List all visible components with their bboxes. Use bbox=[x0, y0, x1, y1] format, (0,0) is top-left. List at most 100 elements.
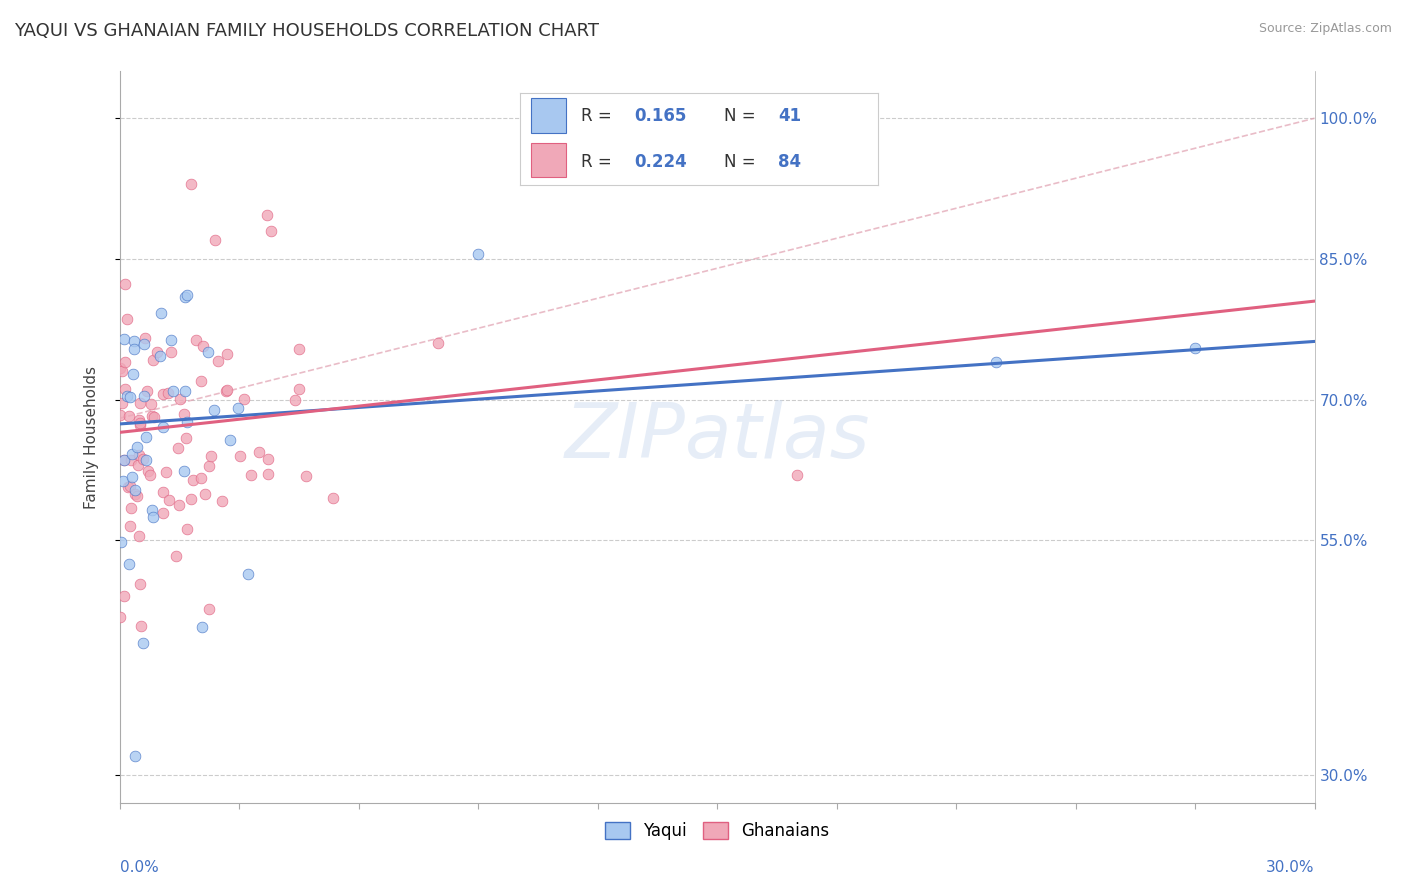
Point bbox=[228, 449, 250, 463]
Point bbox=[174, 384, 197, 398]
Point bbox=[124, 483, 146, 497]
Point bbox=[176, 522, 198, 536]
Point bbox=[152, 387, 174, 401]
Point bbox=[112, 332, 135, 346]
Point bbox=[111, 395, 134, 409]
Point bbox=[204, 233, 226, 247]
Point bbox=[114, 355, 136, 369]
Point bbox=[233, 392, 256, 407]
Point bbox=[112, 453, 135, 467]
Point bbox=[1184, 341, 1206, 355]
Point bbox=[152, 485, 174, 500]
Y-axis label: Family Households: Family Households bbox=[84, 366, 98, 508]
Point bbox=[111, 364, 134, 378]
Point bbox=[134, 389, 156, 403]
Point bbox=[157, 493, 180, 508]
Point bbox=[181, 473, 204, 487]
Point bbox=[207, 354, 229, 368]
Point bbox=[110, 534, 132, 549]
Point bbox=[146, 345, 169, 359]
Text: ZIPatlas: ZIPatlas bbox=[564, 401, 870, 474]
Point bbox=[211, 494, 233, 508]
Point bbox=[120, 390, 142, 404]
Point bbox=[176, 415, 198, 429]
Point bbox=[786, 467, 808, 482]
Point bbox=[127, 458, 149, 473]
Point bbox=[115, 312, 138, 326]
Point bbox=[260, 224, 283, 238]
Point bbox=[190, 471, 212, 485]
Point bbox=[129, 619, 152, 633]
Point bbox=[132, 451, 155, 466]
Point bbox=[134, 330, 156, 344]
Point bbox=[115, 389, 138, 403]
Point bbox=[134, 337, 156, 351]
Point bbox=[152, 419, 174, 434]
Point bbox=[149, 350, 172, 364]
Point bbox=[180, 491, 202, 506]
Point bbox=[117, 480, 139, 494]
Point bbox=[128, 396, 150, 410]
Point bbox=[142, 409, 165, 424]
Point bbox=[173, 407, 195, 421]
Point bbox=[247, 445, 270, 459]
Point bbox=[118, 557, 141, 571]
Point bbox=[156, 385, 179, 400]
Point bbox=[136, 384, 159, 399]
Point bbox=[257, 467, 280, 481]
Point bbox=[150, 306, 173, 320]
Point bbox=[191, 338, 214, 352]
Text: 30.0%: 30.0% bbox=[1267, 860, 1315, 875]
Point bbox=[111, 474, 134, 488]
Point bbox=[124, 486, 146, 500]
Point bbox=[128, 418, 150, 433]
Point bbox=[197, 459, 219, 474]
Point bbox=[197, 345, 219, 359]
Point bbox=[169, 392, 191, 407]
Point bbox=[159, 344, 181, 359]
Point bbox=[120, 501, 142, 516]
Point bbox=[142, 352, 165, 367]
Text: Source: ZipAtlas.com: Source: ZipAtlas.com bbox=[1258, 22, 1392, 36]
Text: YAQUI VS GHANAIAN FAMILY HOUSEHOLDS CORRELATION CHART: YAQUI VS GHANAIAN FAMILY HOUSEHOLDS CORR… bbox=[14, 22, 599, 40]
Point bbox=[167, 498, 190, 512]
Point bbox=[284, 393, 307, 408]
Point bbox=[256, 208, 278, 222]
Point bbox=[288, 342, 311, 356]
Point bbox=[184, 333, 207, 347]
Point bbox=[121, 470, 143, 484]
Point bbox=[257, 452, 280, 467]
Point bbox=[141, 409, 163, 423]
Point bbox=[120, 518, 142, 533]
Point bbox=[128, 576, 150, 591]
Point bbox=[127, 489, 149, 503]
Point bbox=[239, 467, 262, 482]
Point bbox=[141, 397, 163, 411]
Point bbox=[190, 374, 212, 388]
Text: 0.0%: 0.0% bbox=[120, 860, 159, 875]
Point bbox=[214, 384, 236, 398]
Point bbox=[984, 355, 1007, 369]
Point bbox=[160, 334, 183, 348]
Point bbox=[122, 342, 145, 356]
Point bbox=[121, 447, 143, 461]
Point bbox=[174, 431, 197, 445]
Point bbox=[173, 464, 195, 478]
Point bbox=[112, 453, 135, 467]
Point bbox=[114, 277, 136, 292]
Legend: Yaqui, Ghanaians: Yaqui, Ghanaians bbox=[598, 815, 837, 847]
Point bbox=[215, 347, 238, 361]
Point bbox=[139, 468, 162, 483]
Point bbox=[118, 409, 141, 423]
Point bbox=[155, 465, 177, 479]
Point bbox=[128, 412, 150, 426]
Point bbox=[135, 430, 157, 444]
Point bbox=[198, 602, 221, 616]
Point bbox=[108, 408, 131, 422]
Point bbox=[118, 479, 141, 493]
Point bbox=[120, 453, 142, 467]
Point bbox=[287, 382, 309, 396]
Point bbox=[200, 450, 222, 464]
Point bbox=[226, 401, 249, 416]
Point bbox=[141, 503, 163, 517]
